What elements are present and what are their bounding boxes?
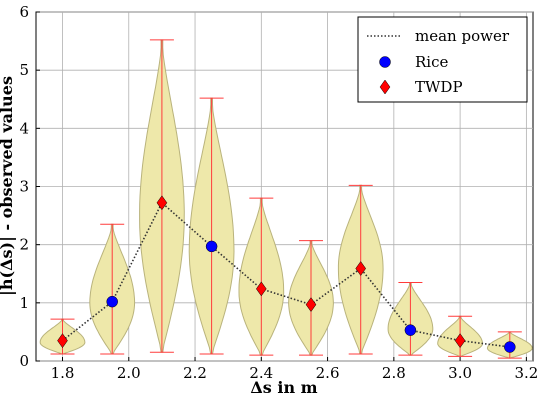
y-tick-label: 5 (19, 61, 29, 79)
y-tick-label: 2 (19, 236, 29, 254)
rice-marker (205, 240, 218, 253)
rice-marker (404, 324, 417, 336)
y-tick-label: 6 (19, 3, 29, 21)
x-tick-label: 2.2 (183, 364, 207, 382)
twdp-marker (156, 195, 168, 211)
series-markers (57, 195, 516, 353)
x-tick-label: 2.8 (382, 364, 406, 382)
legend-twdp-label: TWDP (415, 78, 463, 96)
legend-rice-marker (379, 56, 391, 68)
x-tick-label: 1.8 (51, 364, 75, 382)
y-tick-label: 4 (19, 119, 29, 137)
twdp-marker (355, 261, 367, 276)
x-tick-label: 2.6 (316, 364, 340, 382)
x-tick-label: 2.4 (249, 364, 273, 382)
twdp-marker (305, 297, 317, 313)
x-axis-title: Δs in m (250, 378, 317, 397)
y-tick-label: 1 (19, 294, 29, 312)
twdp-marker (454, 333, 466, 349)
y-tick-label: 0 (19, 352, 29, 370)
axis-ticks: 1.8 2.0 2.2 2.4 2.6 2.8 3.0 3.2 0 1 2 3 4 5 6 (19, 3, 538, 382)
legend: mean power Rice TWDP (357, 16, 528, 103)
y-axis-title: |h(Δs)| - observed values (0, 76, 16, 296)
legend-rice-label: Rice (415, 53, 448, 71)
x-tick-label: 3.0 (448, 364, 472, 382)
rice-marker (106, 295, 118, 308)
legend-mean-power-label: mean power (415, 27, 510, 45)
twdp-marker (57, 333, 68, 349)
rice-marker (504, 341, 516, 353)
legend-twdp-marker (379, 79, 391, 95)
y-tick-label: 3 (19, 178, 29, 196)
x-tick-label: 2.0 (117, 364, 141, 382)
x-tick-label: 3.2 (514, 364, 538, 382)
twdp-marker (255, 281, 267, 297)
